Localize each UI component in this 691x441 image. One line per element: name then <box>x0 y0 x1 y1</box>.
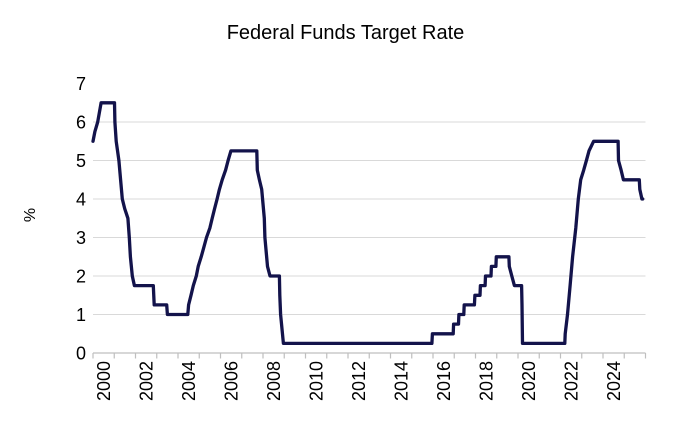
x-tick-label: 2000 <box>94 361 114 401</box>
x-tick-label: 2006 <box>222 361 242 401</box>
y-axis-tick-labels: 0 1 2 3 4 5 6 7 <box>76 74 86 364</box>
chart-title: Federal Funds Target Rate <box>226 22 465 44</box>
x-tick-label: 2010 <box>307 361 327 401</box>
y-tick-label: 5 <box>76 151 86 171</box>
series-line <box>91 101 645 346</box>
y-tick-label: 7 <box>76 74 86 94</box>
y-tick-label: 0 <box>76 344 86 364</box>
x-tick-label: 2020 <box>519 361 539 401</box>
x-tick-label: 2002 <box>137 361 157 401</box>
x-axis-ticks <box>92 353 647 359</box>
x-tick-label: 2008 <box>264 361 284 401</box>
x-tick-label: 2022 <box>562 361 582 401</box>
x-tick-label: 2024 <box>604 361 624 401</box>
y-tick-label: 3 <box>76 228 86 248</box>
x-tick-label: 2018 <box>477 361 497 401</box>
y-tick-label: 1 <box>76 305 86 325</box>
gridlines <box>93 121 646 315</box>
x-axis-tick-labels: 2000 2002 2004 2006 2008 2010 2012 2014 2016 2018… <box>94 361 624 401</box>
x-tick-label: 2012 <box>349 361 369 401</box>
x-tick-label: 2004 <box>179 361 199 401</box>
y-tick-label: 4 <box>76 190 86 210</box>
x-tick-label: 2014 <box>392 361 412 401</box>
y-tick-label: 6 <box>76 113 86 133</box>
x-tick-label: 2016 <box>434 361 454 401</box>
y-tick-label: 2 <box>76 267 86 287</box>
